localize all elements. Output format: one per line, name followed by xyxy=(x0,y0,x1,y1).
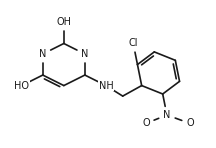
Text: N: N xyxy=(81,49,89,59)
Text: NH: NH xyxy=(98,81,113,91)
Text: HO: HO xyxy=(14,81,29,91)
Text: N: N xyxy=(39,49,46,59)
Text: O: O xyxy=(186,118,194,128)
Text: O: O xyxy=(142,118,150,128)
Text: N: N xyxy=(163,110,171,120)
Text: OH: OH xyxy=(56,17,71,27)
Text: Cl: Cl xyxy=(129,38,138,49)
